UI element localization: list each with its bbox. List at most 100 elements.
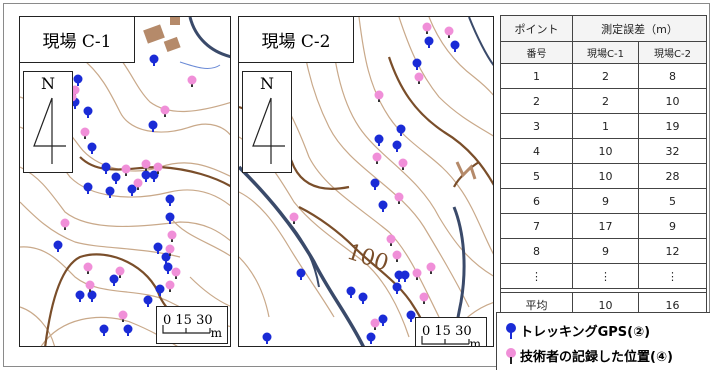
recorded-pin-icon xyxy=(115,266,125,278)
recorded-pin-icon xyxy=(370,318,380,330)
legend-item-gps: トレッキングGPS(②) xyxy=(505,321,650,340)
error-c1: 1 xyxy=(572,113,639,139)
scale-unit-c1: m xyxy=(210,326,222,340)
gps-pin-icon xyxy=(109,274,119,286)
gps-pin-icon xyxy=(153,242,163,254)
figure-frame xyxy=(3,3,710,367)
recorded-pin-icon xyxy=(398,158,408,170)
gps-pin-icon xyxy=(400,270,410,282)
recorded-pin-icon xyxy=(85,280,95,292)
recorded-pin-icon xyxy=(153,162,163,174)
table-row: 3 1 19 xyxy=(500,113,707,139)
point-header: ポイント xyxy=(500,15,573,42)
gps-pin-icon xyxy=(111,172,121,184)
map-c1-title: 現場 C-1 xyxy=(20,17,135,63)
gps-pin-icon xyxy=(424,36,434,48)
error-c2: 8 xyxy=(638,63,707,89)
gps-pin-icon xyxy=(143,295,153,307)
gps-pin-icon xyxy=(165,194,175,206)
table-row: 2 2 10 xyxy=(500,88,707,114)
map-c2-title: 現場 C-2 xyxy=(239,17,354,63)
table-row: 7 17 9 xyxy=(500,213,707,239)
error-c1: 10 xyxy=(572,163,639,189)
gps-pin-icon xyxy=(378,200,388,212)
gps-pin-icon xyxy=(358,292,368,304)
recorded-pin-icon xyxy=(83,262,93,274)
map-site-c1: 現場 C-1 N 0 15 30 m xyxy=(19,16,231,347)
table-row: 5 10 28 xyxy=(500,163,707,189)
error-c2: 28 xyxy=(638,163,707,189)
gps-pin-icon xyxy=(161,252,171,264)
north-arrow-icon xyxy=(252,97,285,164)
gps-pin-icon xyxy=(346,286,356,298)
gps-pin-icon xyxy=(392,140,402,152)
gps-pin-icon xyxy=(392,282,402,294)
recorded-pin-icon xyxy=(394,192,404,204)
point-number: 3 xyxy=(500,113,573,139)
point-number: 6 xyxy=(500,188,573,214)
scale-bar-c2: 0 15 30 m xyxy=(415,317,487,346)
gps-pin-icon xyxy=(374,134,384,146)
table-row: 8 9 12 xyxy=(500,238,707,264)
recorded-pin-icon xyxy=(412,268,422,280)
recorded-pin-icon xyxy=(372,152,382,164)
recorded-pin-icon xyxy=(118,310,128,322)
recorded-pin-icon xyxy=(392,250,402,262)
point-number: 4 xyxy=(500,138,573,164)
gps-pin-icon xyxy=(296,268,306,280)
table-row: 1 2 8 xyxy=(500,63,707,89)
gps-pin-icon xyxy=(73,74,83,86)
gps-pin-icon xyxy=(450,40,460,52)
recorded-pin-icon xyxy=(165,280,175,292)
gps-pin-icon xyxy=(149,54,159,66)
error-c2: 5 xyxy=(638,188,707,214)
gps-pin-icon xyxy=(506,322,516,339)
point-number-header: 番号 xyxy=(500,41,573,64)
recorded-pin-icon xyxy=(133,178,143,190)
recorded-pin-icon xyxy=(160,105,170,117)
error-c2: ⋮ xyxy=(638,263,707,289)
scale-ticks-c2: 0 15 30 xyxy=(422,324,472,339)
north-label-icon: N xyxy=(260,74,274,93)
gps-pin-icon xyxy=(378,314,388,326)
recorded-pin-icon xyxy=(506,347,516,364)
recorded-pin-icon xyxy=(386,234,396,246)
map-c2-terrain: 100 xyxy=(239,17,493,348)
gps-pin-icon xyxy=(262,332,272,344)
gps-pin-icon xyxy=(149,170,159,182)
recorded-pin-icon xyxy=(165,244,175,256)
recorded-pin-icon xyxy=(422,22,432,34)
scale-ticks-c1: 0 15 30 xyxy=(163,313,213,328)
error-c1: 10 xyxy=(572,138,639,164)
error-c2: 19 xyxy=(638,113,707,139)
north-arrow-icon xyxy=(33,97,66,164)
gps-pin-icon xyxy=(412,58,422,70)
gps-pin-icon xyxy=(148,120,158,132)
error-c1: 9 xyxy=(572,188,639,214)
error-c1: 2 xyxy=(572,63,639,89)
north-arrow-c1: N xyxy=(23,71,73,173)
point-number: 1 xyxy=(500,63,573,89)
gps-pin-icon xyxy=(75,290,85,302)
recorded-pin-icon xyxy=(187,75,197,87)
legend: トレッキングGPS(②) 技術者の記録した位置(④) xyxy=(496,312,710,370)
recorded-pin-icon xyxy=(374,90,384,102)
map-site-c2: 100 現場 C-2 N 0 15 30 m xyxy=(238,16,494,347)
error-c2: 9 xyxy=(638,213,707,239)
gps-pin-icon xyxy=(163,262,173,274)
error-c1: 17 xyxy=(572,213,639,239)
recorded-pin-icon xyxy=(414,72,424,84)
recorded-pin-icon xyxy=(60,218,70,230)
gps-pin-icon xyxy=(101,162,111,174)
error-c2: 12 xyxy=(638,238,707,264)
gps-pin-icon xyxy=(141,170,151,182)
legend-label-recorded: 技術者の記録した位置(④) xyxy=(520,350,673,365)
error-c2: 32 xyxy=(638,138,707,164)
point-number: ⋮ xyxy=(500,263,573,289)
error-c1: ⋮ xyxy=(572,263,639,289)
error-c2: 10 xyxy=(638,88,707,114)
error-c1: 2 xyxy=(572,88,639,114)
north-label-icon: N xyxy=(41,74,55,93)
gps-pin-icon xyxy=(411,347,420,348)
site-c2-header: 現場C-2 xyxy=(638,41,707,64)
